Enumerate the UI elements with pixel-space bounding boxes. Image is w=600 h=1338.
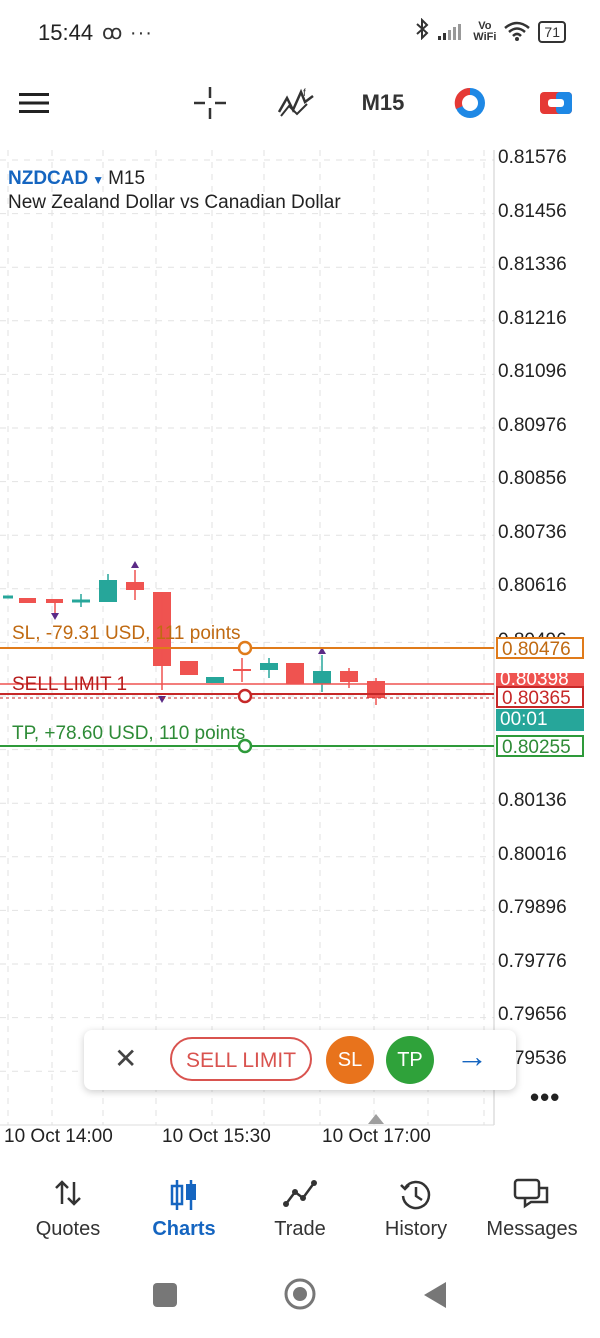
status-right-icons: Vo WiFi 71 [415, 17, 566, 46]
tp-handle [237, 738, 253, 754]
price-axis-label: 0.80736 [498, 522, 567, 543]
messages-icon [474, 1178, 590, 1214]
nav-label: Quotes [35, 1218, 101, 1240]
candle [286, 663, 304, 684]
symbol-code[interactable]: NZDCAD [8, 168, 89, 189]
price-axis-label: 0.81336 [498, 254, 567, 275]
price-axis-label: 0.80016 [498, 844, 567, 865]
status-time: 15:44 [38, 20, 94, 45]
vowifi-icon: Vo WiFi [473, 21, 496, 43]
price-axis-label: 0.81216 [498, 308, 567, 329]
vowifi-bottom: WiFi [473, 31, 497, 43]
candle [206, 677, 224, 683]
symbol-dropdown-icon[interactable]: ▼ [92, 173, 105, 187]
time-axis-label: 10 Oct 17:00 [322, 1126, 431, 1147]
menu-button[interactable] [12, 70, 56, 136]
price-axis-label: 0.79656 [498, 1004, 567, 1025]
recent-apps-icon[interactable] [153, 1283, 177, 1307]
price-axis-label: 0.81096 [498, 361, 567, 382]
wifi-icon [504, 21, 531, 44]
price-axis-label: 0.81576 [498, 147, 567, 168]
sl-button[interactable]: SL [326, 1036, 374, 1084]
time-axis-label: 10 Oct 14:00 [4, 1126, 113, 1147]
bid-price-tag: 0.80398 [496, 673, 584, 686]
price-chart [0, 150, 495, 1126]
time-axis-label: 10 Oct 15:30 [162, 1126, 271, 1147]
price-axis-label: 0.79776 [498, 951, 567, 972]
trade-icon [242, 1178, 358, 1214]
candle [180, 661, 198, 675]
tp-button[interactable]: TP [386, 1036, 434, 1084]
candle [46, 599, 63, 603]
objects-icon [454, 87, 485, 118]
fractal-up-marker [318, 647, 326, 654]
vowifi-top: Vo [478, 20, 492, 32]
chart-toolbar: f M15 [0, 70, 600, 136]
fractal-down-marker [51, 613, 59, 620]
quotes-icon [10, 1178, 126, 1214]
arrow-right-icon[interactable]: → [456, 1038, 488, 1074]
order-edit-panel: ✕ SELL LIMIT SL TP → [84, 1030, 516, 1090]
nav-label: Trade [274, 1218, 326, 1240]
symbol-description: New Zealand Dollar vs Canadian Dollar [8, 192, 341, 213]
time-scroll-marker [368, 1114, 384, 1124]
home-icon[interactable] [284, 1278, 316, 1310]
fractal-down-marker [158, 696, 166, 703]
objects-button[interactable] [448, 70, 492, 136]
system-navigation-bar [0, 1262, 600, 1333]
status-notification-icons: ꝏ ··· [102, 22, 153, 44]
candle [19, 598, 36, 603]
order-price-tag: 0.80365 [496, 686, 584, 709]
tp-price-tag: 0.80255 [496, 735, 584, 758]
bluetooth-icon [415, 17, 429, 46]
indicator-icon: f [277, 88, 314, 117]
sell-limit-label[interactable]: SELL LIMIT 1 [12, 674, 128, 695]
back-icon[interactable] [424, 1282, 446, 1308]
nav-label: History [384, 1218, 448, 1240]
price-axis-label: 0.79896 [498, 897, 567, 918]
signal-icon [437, 22, 465, 43]
price-axis-label: 0.80616 [498, 575, 567, 596]
symbol-header[interactable]: NZDCAD ▼ M15 [8, 168, 145, 190]
battery-indicator: 71 [538, 21, 566, 43]
timeframe-button[interactable]: M15 [361, 90, 405, 115]
status-bar: 15:44 ꝏ ··· Vo WiFi 71 [0, 0, 600, 64]
nav-label: Messages [486, 1218, 578, 1240]
nav-trade[interactable]: Trade [242, 1160, 358, 1260]
nav-label: Charts [152, 1218, 216, 1240]
price-axis-label: 0.81456 [498, 201, 567, 222]
crosshair-icon [194, 87, 226, 119]
crosshair-button[interactable] [188, 70, 232, 136]
one-click-trade-button[interactable] [534, 70, 578, 136]
nav-quotes[interactable]: Quotes [10, 1160, 126, 1260]
bottom-navigation: Quotes Charts Trade History Messages [0, 1160, 600, 1260]
history-icon [358, 1178, 474, 1214]
fractal-up-marker [131, 561, 139, 568]
sell-limit-handle [237, 688, 253, 704]
nav-messages[interactable]: Messages [474, 1160, 590, 1260]
price-axis-label: 0.80976 [498, 415, 567, 436]
tp-label[interactable]: TP, +78.60 USD, 110 points [12, 723, 246, 744]
sl-label[interactable]: SL, -79.31 USD, 111 points [12, 623, 241, 644]
symbol-timeframe: M15 [108, 168, 146, 189]
price-axis-label: 0.80496 [498, 628, 567, 640]
candle-timer-tag: 00:01 [496, 709, 584, 731]
more-options-icon[interactable]: ••• [530, 1082, 561, 1112]
sell-limit-button[interactable]: SELL LIMIT [170, 1037, 312, 1081]
close-icon[interactable]: ✕ [114, 1043, 138, 1074]
hamburger-icon [19, 93, 49, 113]
chart-area[interactable]: NZDCAD ▼ M15 New Zealand Dollar vs Canadia… [0, 147, 600, 1155]
svg-text:f: f [303, 88, 306, 99]
indicators-button[interactable]: f [274, 70, 318, 136]
price-axis-label: 0.80136 [498, 790, 567, 811]
price-axis-label: 0.80856 [498, 468, 567, 489]
nav-history[interactable]: History [358, 1160, 474, 1260]
sl-handle [237, 640, 253, 656]
trade-toggle-icon [540, 92, 572, 114]
sl-price-tag: 0.80476 [496, 637, 584, 660]
nav-charts[interactable]: Charts [126, 1160, 242, 1260]
charts-icon [126, 1178, 242, 1214]
